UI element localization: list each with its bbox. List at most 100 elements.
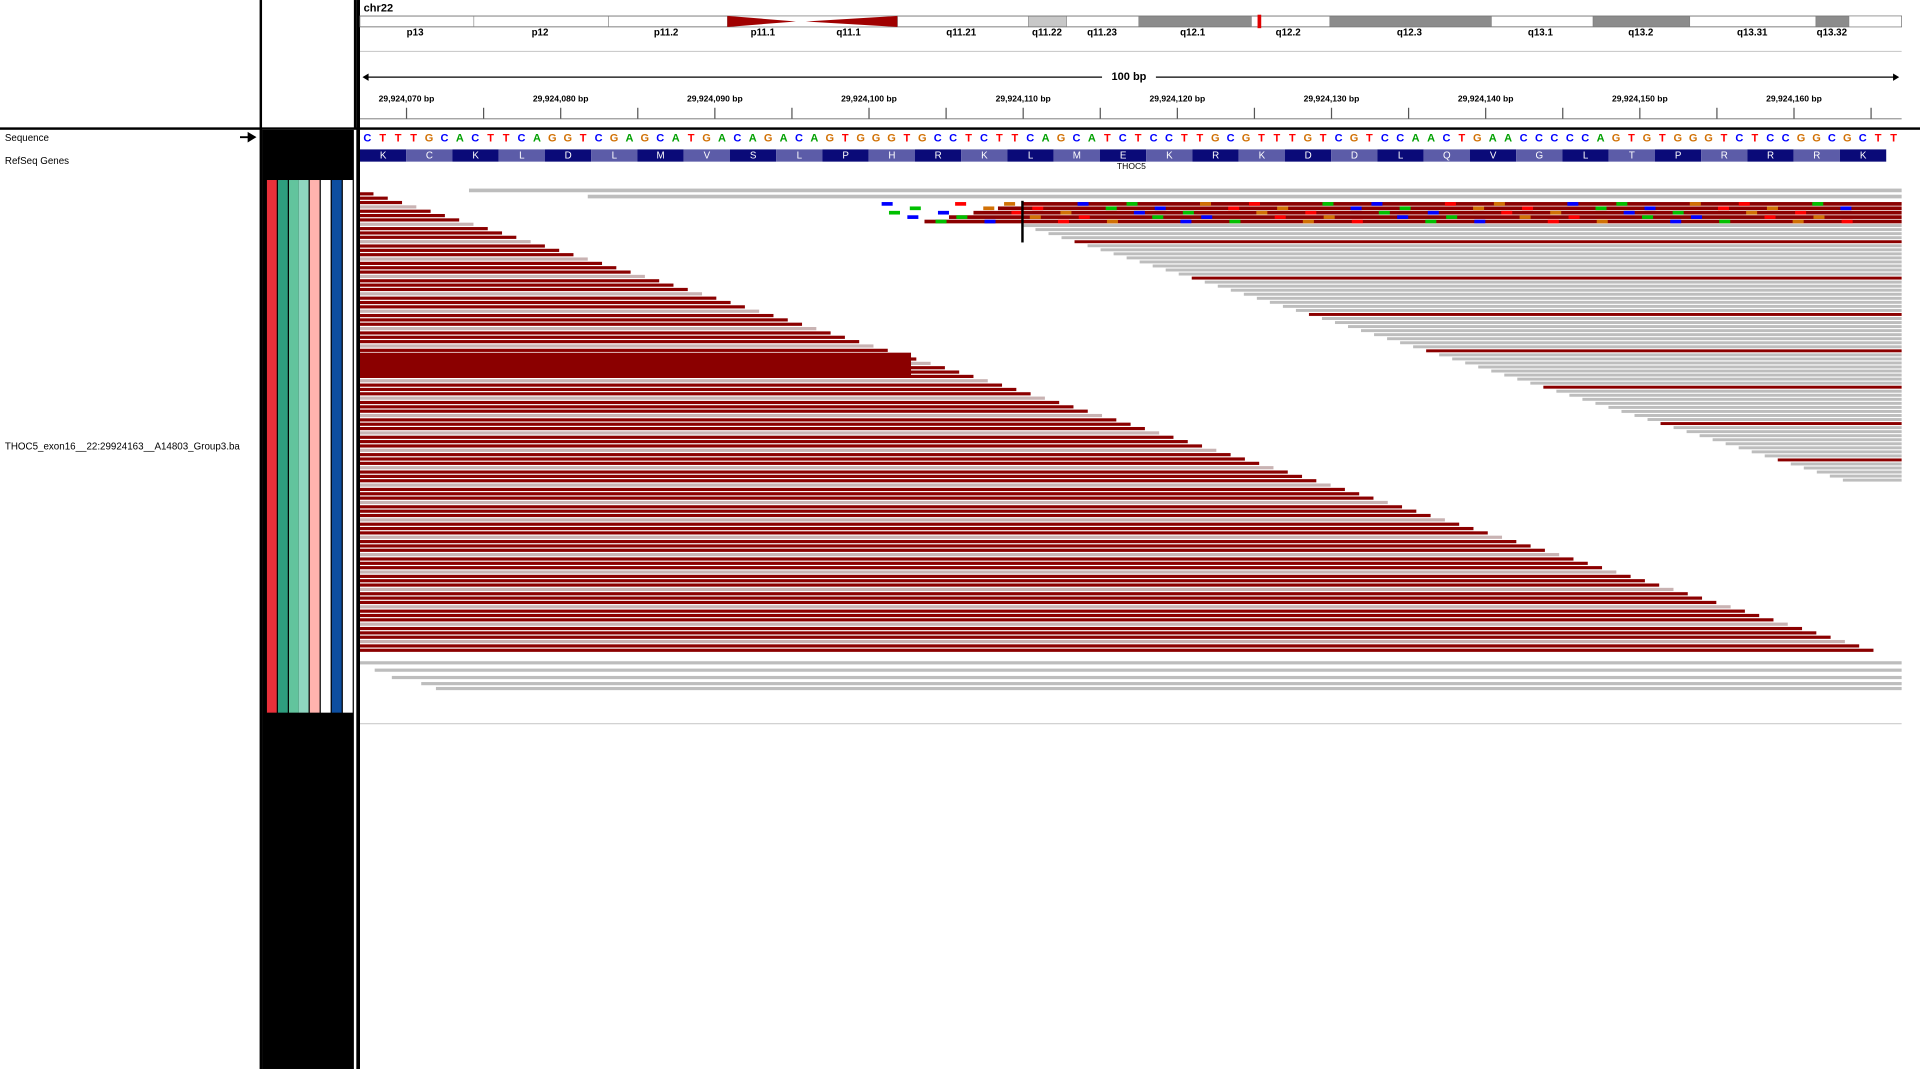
- read[interactable]: [360, 327, 817, 331]
- read[interactable]: [1191, 276, 1902, 280]
- read[interactable]: [1842, 478, 1902, 482]
- read[interactable]: [1790, 462, 1902, 466]
- read[interactable]: [1530, 381, 1902, 385]
- read[interactable]: [1361, 329, 1902, 333]
- read[interactable]: [1764, 454, 1902, 458]
- read[interactable]: [360, 474, 1303, 478]
- read[interactable]: [360, 413, 1103, 418]
- read[interactable]: [1569, 393, 1902, 397]
- read[interactable]: [421, 682, 1902, 686]
- read[interactable]: [360, 274, 645, 279]
- read[interactable]: [360, 492, 1360, 496]
- read[interactable]: [360, 213, 445, 218]
- read[interactable]: [360, 518, 1445, 522]
- read[interactable]: [1738, 446, 1902, 450]
- read[interactable]: [360, 261, 603, 265]
- read[interactable]: [360, 631, 1817, 635]
- read[interactable]: [1660, 422, 1902, 426]
- read[interactable]: [1517, 377, 1902, 381]
- read[interactable]: [1413, 345, 1902, 349]
- read[interactable]: [360, 344, 874, 348]
- strand-arrow[interactable]: [240, 131, 257, 143]
- band[interactable]: [1491, 16, 1594, 27]
- read[interactable]: [360, 257, 588, 261]
- band[interactable]: [1028, 16, 1067, 27]
- read[interactable]: [360, 248, 560, 252]
- read[interactable]: [360, 605, 1731, 609]
- read[interactable]: [360, 574, 1631, 578]
- read[interactable]: [360, 466, 1274, 470]
- read[interactable]: [360, 200, 403, 205]
- read[interactable]: [1699, 434, 1902, 438]
- read[interactable]: [360, 644, 1860, 648]
- read[interactable]: [1621, 409, 1902, 413]
- read[interactable]: [1217, 284, 1902, 288]
- read[interactable]: [1113, 252, 1902, 256]
- read[interactable]: [1074, 240, 1902, 244]
- read[interactable]: [1230, 288, 1902, 292]
- read[interactable]: [360, 522, 1460, 526]
- read[interactable]: [360, 622, 1788, 626]
- read[interactable]: [1725, 442, 1902, 446]
- read[interactable]: [360, 305, 745, 309]
- attribute-cell[interactable]: [298, 180, 309, 713]
- read[interactable]: [360, 596, 1703, 600]
- read[interactable]: [360, 531, 1488, 535]
- read[interactable]: [360, 487, 1345, 492]
- read[interactable]: [360, 635, 1831, 639]
- read[interactable]: [1269, 300, 1902, 304]
- read[interactable]: [360, 566, 1603, 570]
- read[interactable]: [360, 618, 1774, 622]
- chromosome-name[interactable]: chr22: [364, 2, 393, 14]
- read[interactable]: [1165, 268, 1902, 272]
- read[interactable]: [360, 587, 1674, 592]
- read[interactable]: [391, 675, 1902, 680]
- read[interactable]: [1686, 430, 1902, 434]
- read[interactable]: [1178, 272, 1902, 276]
- read[interactable]: [360, 331, 831, 335]
- read[interactable]: [360, 513, 1431, 518]
- read[interactable]: [1452, 357, 1902, 361]
- read[interactable]: [1647, 418, 1902, 421]
- read[interactable]: [360, 309, 760, 313]
- read[interactable]: [1374, 333, 1902, 337]
- read[interactable]: [360, 266, 617, 270]
- read[interactable]: [360, 379, 988, 383]
- band[interactable]: [1251, 16, 1331, 27]
- read[interactable]: [360, 205, 417, 209]
- attribute-cell[interactable]: [320, 180, 331, 713]
- read[interactable]: [360, 313, 774, 318]
- read[interactable]: [360, 292, 703, 296]
- read[interactable]: [360, 496, 1374, 500]
- read[interactable]: [360, 509, 1417, 513]
- read[interactable]: [1816, 470, 1902, 474]
- read[interactable]: [360, 453, 1231, 457]
- read[interactable]: [360, 479, 1317, 483]
- read[interactable]: [1348, 325, 1902, 329]
- read[interactable]: [360, 500, 1388, 505]
- read[interactable]: [1022, 202, 1902, 206]
- band[interactable]: [1592, 16, 1691, 27]
- read[interactable]: [360, 461, 1260, 465]
- read[interactable]: [1334, 321, 1902, 325]
- read[interactable]: [360, 240, 531, 244]
- read[interactable]: [360, 592, 1688, 596]
- read[interactable]: [360, 335, 845, 339]
- read[interactable]: [1465, 361, 1902, 365]
- read[interactable]: [360, 231, 503, 235]
- read[interactable]: [1035, 228, 1902, 232]
- read[interactable]: [1608, 405, 1902, 409]
- read[interactable]: [360, 561, 1588, 565]
- read[interactable]: [360, 348, 888, 352]
- read[interactable]: [360, 279, 660, 283]
- read[interactable]: [374, 668, 1902, 672]
- read[interactable]: [360, 283, 674, 287]
- read[interactable]: [360, 409, 1088, 413]
- read[interactable]: [360, 222, 474, 226]
- read[interactable]: [1712, 438, 1902, 442]
- read[interactable]: [1829, 474, 1902, 478]
- read[interactable]: [360, 613, 1760, 618]
- read[interactable]: [1426, 349, 1902, 353]
- read[interactable]: [360, 235, 517, 239]
- band[interactable]: [473, 16, 609, 27]
